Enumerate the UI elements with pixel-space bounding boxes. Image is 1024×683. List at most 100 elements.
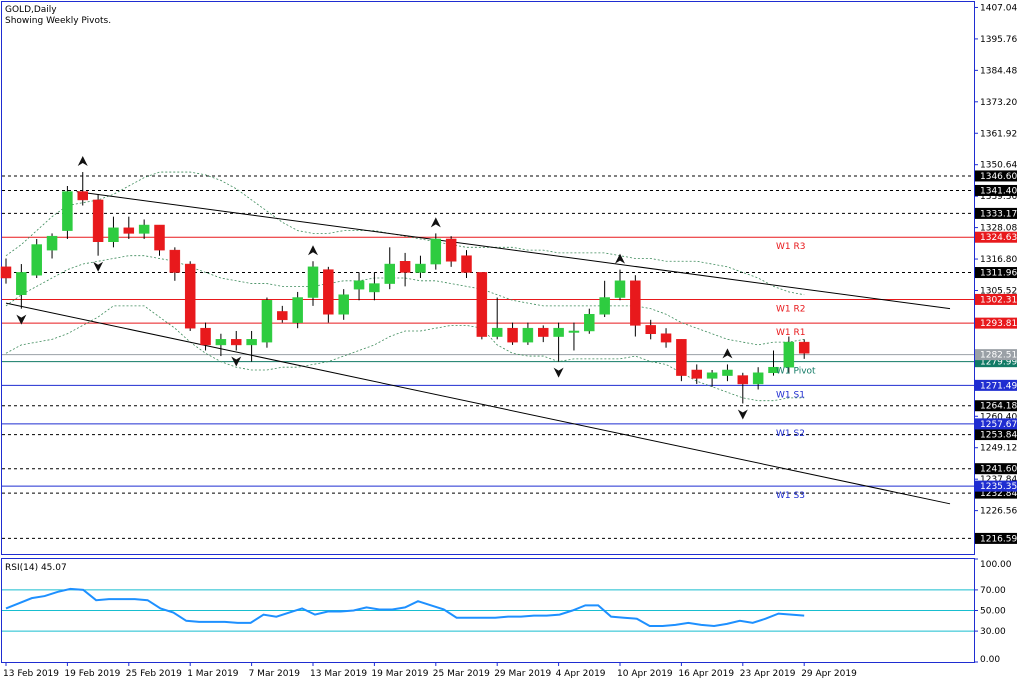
candle-body: [353, 280, 365, 290]
candle-body: [323, 269, 334, 315]
candle-body: [476, 272, 488, 337]
time-tick-label: 16 Apr 2019: [678, 669, 734, 679]
candle-body: [584, 313, 595, 332]
pivot-label: W1 S2: [776, 429, 805, 439]
price-tick-label: 1305.52: [980, 286, 1017, 296]
rsi-tick-label: 50.00: [980, 607, 1006, 617]
fractal-arrow-icon: [16, 314, 27, 325]
level-tag-box: [975, 184, 1017, 196]
level-tag: 1264.18: [980, 402, 1017, 412]
candle-body: [292, 297, 303, 323]
level-tag: 1216.59: [980, 534, 1017, 544]
level-tag-box: [975, 170, 1017, 182]
candle-body: [200, 327, 211, 346]
envelope-bands: [5, 171, 805, 402]
pivot-tag-box: [975, 293, 1017, 305]
candle-body: [46, 235, 58, 251]
pivot-tag-box: [975, 480, 1017, 492]
fractal-arrow-icon: [308, 245, 318, 256]
trendline: [76, 191, 951, 310]
time-tick-label: 25 Feb 2019: [126, 669, 182, 679]
candle-body: [507, 327, 518, 343]
level-tag-box: [975, 429, 1017, 441]
level-tag-box: [975, 532, 1017, 544]
candle-body: [16, 272, 27, 295]
candle-body: [231, 339, 242, 346]
rsi-axis: 100.00 70.00 50.00 30.00 0.00: [974, 558, 1012, 665]
rsi-tick-label: 0.00: [980, 655, 1000, 665]
time-tick-label: 19 Feb 2019: [64, 669, 120, 679]
fractal-arrow-icon: [77, 156, 88, 167]
candle-body: [215, 339, 227, 346]
candle-body: [491, 327, 503, 337]
candle-body: [123, 227, 135, 234]
candle-body: [599, 297, 610, 315]
time-tick-label: 13 Mar 2019: [310, 669, 367, 679]
pivot-tag-box: [975, 356, 1017, 368]
fractal-arrow-icon: [430, 217, 441, 228]
price-tick-label: 1226.56: [980, 507, 1017, 517]
candle-body: [62, 191, 73, 231]
level-tag: 1346.60: [980, 172, 1017, 182]
time-tick-label: 25 Mar 2019: [433, 669, 490, 679]
pivot-tag: 1257.67: [980, 420, 1017, 430]
candle-body: [553, 327, 564, 337]
price-tick-label: 1249.12: [980, 444, 1017, 454]
candle-body: [307, 266, 319, 298]
pivot-tag-box: [975, 231, 1017, 243]
price-tick-label: 1260.40: [980, 412, 1017, 422]
current-price-tag: 1282.51: [980, 351, 1017, 361]
chart-subtitle: Showing Weekly Pivots.: [5, 16, 111, 26]
candle-body: [246, 339, 257, 346]
chart-symbol-title: GOLD,Daily: [5, 5, 57, 15]
time-tick-label: 29 Mar 2019: [494, 669, 551, 679]
time-tick-label: 4 Apr 2019: [556, 669, 606, 679]
level-tag: 1311.96: [980, 269, 1017, 279]
time-tick-label: 13 Feb 2019: [3, 669, 59, 679]
main-panel: [1, 1, 975, 555]
pivot-tag: 1324.63: [980, 233, 1017, 243]
trendlines: [5, 191, 951, 505]
level-tag-box: [975, 207, 1017, 219]
time-tick-label: 1 Mar 2019: [187, 669, 239, 679]
candle-body: [184, 263, 196, 329]
candle-body: [522, 327, 534, 343]
lower-band-line: [5, 305, 805, 402]
fractal-arrow-icon: [553, 367, 564, 378]
candle-body: [399, 261, 411, 273]
candle-body: [752, 372, 764, 385]
time-tick-label: 19 Mar 2019: [371, 669, 428, 679]
current-price-tag-box: [975, 349, 1017, 361]
pivot-label: W1 S3: [776, 491, 805, 501]
candle-body: [108, 227, 119, 243]
candle-body: [798, 341, 810, 354]
price-tick-label: 1361.92: [980, 129, 1017, 139]
candle-body: [676, 339, 687, 376]
time-tick-label: 10 Apr 2019: [617, 669, 673, 679]
candle-body: [614, 280, 626, 298]
rsi-line: [5, 587, 805, 627]
upper-band-line: [5, 171, 805, 296]
candle-body: [415, 263, 426, 273]
candle-body: [768, 366, 779, 374]
candlesticks: [0, 172, 810, 404]
candle-body: [261, 300, 273, 343]
time-tick-label: 29 Apr 2019: [801, 669, 857, 679]
rsi-tick-label: 30.00: [980, 627, 1006, 637]
level-tag: 1232.84: [980, 489, 1017, 499]
price-tick-label: 1328.08: [980, 224, 1017, 234]
pivot-label: W1 R2: [776, 304, 805, 314]
pivot-tag: 1279.99: [980, 358, 1017, 368]
pivot-tag: 1293.81: [980, 319, 1017, 329]
rsi-tick-label: 100.00: [980, 560, 1012, 570]
level-tag: 1253.84: [980, 431, 1017, 441]
pivot-tag: 1302.31: [980, 295, 1017, 305]
candle-body: [169, 249, 181, 273]
candle-body: [660, 333, 672, 343]
fractal-markers: [16, 156, 748, 420]
candle-body: [706, 372, 718, 379]
fractal-arrow-icon: [231, 356, 242, 367]
level-tag: 1333.17: [980, 209, 1017, 219]
price-tick-label: 1350.64: [980, 161, 1017, 171]
price-tick-label: 1339.36: [980, 192, 1017, 202]
